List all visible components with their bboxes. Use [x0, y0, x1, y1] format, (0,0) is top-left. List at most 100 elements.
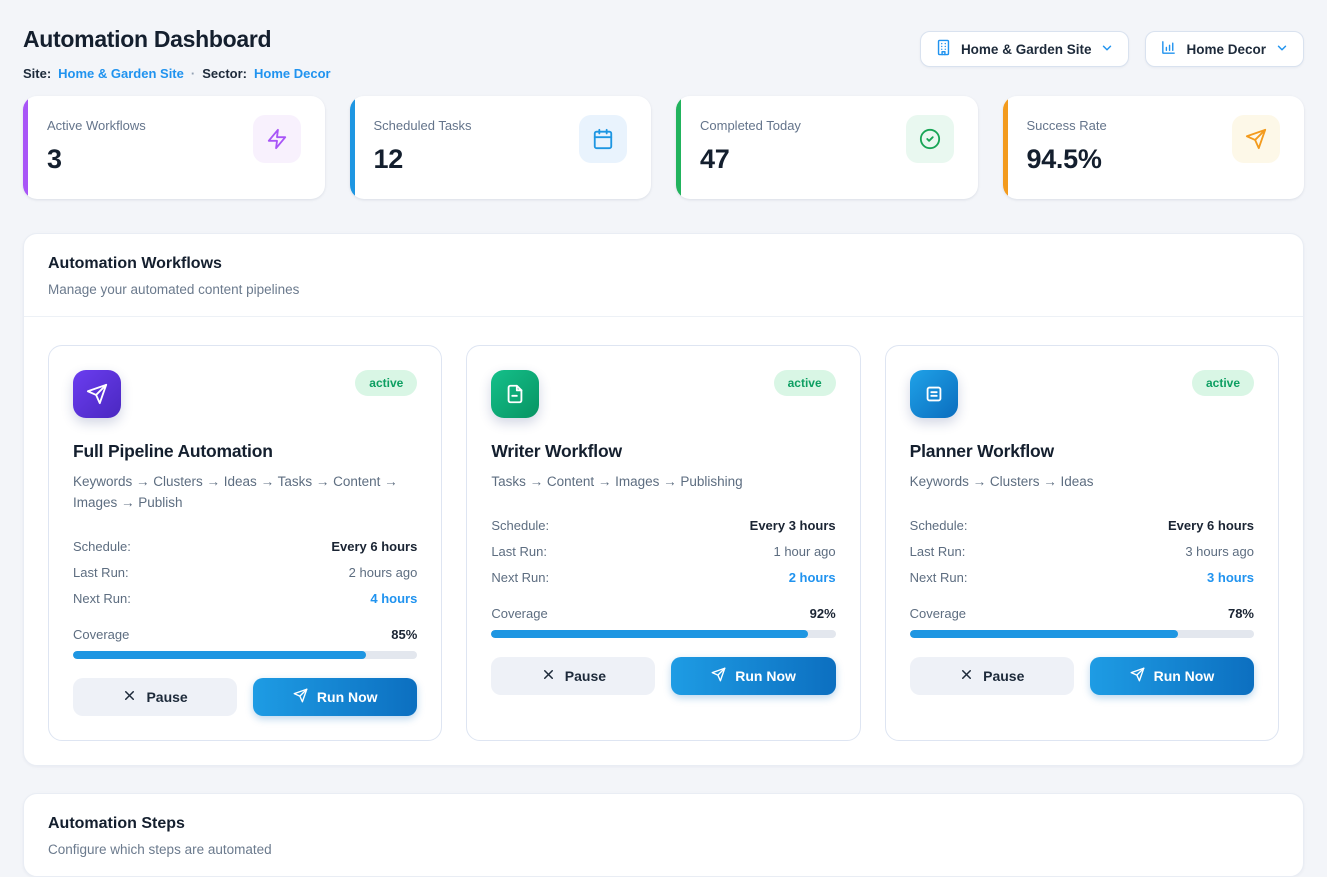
site-link[interactable]: Home & Garden Site	[58, 66, 184, 81]
workflow-buttons: Pause Run Now	[73, 677, 418, 716]
schedule-row: Schedule: Every 6 hours	[73, 539, 417, 554]
coverage-row: Coverage 78%	[910, 606, 1254, 621]
bar-chart-icon	[1160, 39, 1177, 59]
last-run-row: Last Run: 3 hours ago	[910, 544, 1254, 559]
chevron-down-icon	[1100, 41, 1114, 58]
status-badge: active	[355, 370, 418, 396]
workflows-panel-header: Automation Workflows Manage your automat…	[24, 234, 1303, 317]
run-now-button[interactable]: Run Now	[253, 677, 418, 716]
automation-steps-header: Automation Steps Configure which steps a…	[24, 794, 1303, 876]
run-now-button[interactable]: Run Now	[1089, 656, 1254, 695]
stat-text: Completed Today 47	[700, 114, 801, 181]
sector-selector-dropdown[interactable]: Home Decor	[1145, 31, 1304, 67]
workflow-card-planner: active Planner Workflow Keywords → Clust…	[884, 345, 1279, 741]
schedule-value: Every 3 hours	[749, 517, 836, 533]
calendar-icon	[579, 115, 627, 163]
send-icon	[293, 688, 308, 706]
last-run-value: 2 hours ago	[348, 564, 418, 580]
coverage-row: Coverage 85%	[73, 627, 417, 642]
pause-button[interactable]: Pause	[909, 656, 1074, 695]
schedule-label: Schedule:	[73, 538, 131, 554]
next-run-row: Next Run: 3 hours	[910, 570, 1254, 585]
workflows-panel: Automation Workflows Manage your automat…	[23, 233, 1304, 766]
workflow-title: Writer Workflow	[491, 441, 622, 461]
coverage-progress-bar	[73, 650, 418, 659]
x-icon	[541, 667, 556, 685]
site-selector-dropdown[interactable]: Home & Garden Site	[919, 31, 1130, 67]
run-now-button[interactable]: Run Now	[671, 656, 836, 695]
site-label: Site:	[23, 66, 52, 81]
next-run-value: 2 hours	[788, 569, 836, 585]
workflow-card-top: active	[73, 370, 418, 418]
coverage-label: Coverage	[909, 605, 967, 621]
workflows-panel-body: active Full Pipeline Automation Keywords…	[24, 317, 1303, 765]
stat-card-scheduled-tasks: Scheduled Tasks 12	[349, 96, 651, 199]
send-icon	[1232, 115, 1280, 163]
accent-stripe	[23, 96, 28, 199]
coverage-value: 92%	[809, 605, 836, 621]
stat-card-success-rate: Success Rate 94.5%	[1002, 96, 1304, 199]
accent-stripe	[676, 96, 681, 199]
page-title: Automation Dashboard	[23, 26, 272, 52]
schedule-value: Every 6 hours	[331, 538, 418, 554]
header-dropdowns: Home & Garden Site Home Decor	[919, 31, 1304, 67]
stat-value: 3	[47, 144, 62, 174]
stat-text: Scheduled Tasks 12	[374, 114, 472, 181]
last-run-value: 1 hour ago	[773, 543, 836, 559]
coverage-label: Coverage	[491, 605, 548, 621]
workflow-title: Planner Workflow	[909, 441, 1054, 461]
pause-button[interactable]: Pause	[73, 677, 238, 716]
workflow-title: Full Pipeline Automation	[73, 441, 273, 461]
coverage-progress-bar	[491, 629, 836, 638]
coverage-label: Coverage	[73, 626, 130, 642]
run-now-button-label: Run Now	[735, 667, 796, 684]
workflow-description: Keywords → Clusters → Ideas	[909, 474, 1094, 489]
schedule-row: Schedule: Every 6 hours	[910, 518, 1254, 533]
next-run-label: Next Run:	[491, 569, 550, 585]
workflows-panel-subtitle: Manage your automated content pipelines	[48, 282, 300, 297]
workflow-meta: Schedule: Every 3 hours Last Run: 1 hour…	[491, 507, 835, 585]
workflow-description: Keywords → Clusters → Ideas → Tasks → Co…	[73, 474, 398, 510]
coverage-progress-fill	[909, 629, 1179, 638]
coverage-progress-fill	[73, 650, 366, 659]
schedule-row: Schedule: Every 3 hours	[491, 518, 835, 533]
stat-card-completed-today: Completed Today 47	[676, 96, 978, 199]
file-text-icon	[491, 370, 540, 418]
run-now-button-label: Run Now	[316, 688, 378, 705]
automation-steps-title: Automation Steps	[48, 814, 185, 832]
check-circle-icon	[905, 115, 954, 163]
chevron-down-icon	[1275, 41, 1289, 58]
workflow-card-full-pipeline: active Full Pipeline Automation Keywords…	[48, 345, 443, 741]
send-icon	[1130, 667, 1145, 685]
send-icon	[711, 667, 726, 685]
coverage-progress-bar	[909, 629, 1254, 638]
workflow-card-top: active	[491, 370, 836, 418]
next-run-value: 3 hours	[1207, 569, 1254, 585]
workflows-panel-title: Automation Workflows	[48, 255, 222, 272]
sector-link[interactable]: Home Decor	[254, 66, 331, 81]
building-icon	[935, 39, 952, 59]
stat-label: Scheduled Tasks	[373, 118, 472, 133]
last-run-label: Last Run:	[909, 543, 966, 559]
send-icon	[73, 370, 121, 418]
accent-stripe	[1002, 96, 1008, 199]
last-run-label: Last Run:	[73, 564, 129, 580]
next-run-value: 4 hours	[370, 590, 418, 606]
workflow-buttons: Pause Run Now	[491, 656, 836, 695]
run-now-button-label: Run Now	[1153, 667, 1215, 684]
pause-button[interactable]: Pause	[491, 656, 656, 695]
workflow-card-writer: active Writer Workflow Tasks → Content →…	[466, 345, 861, 741]
sector-label: Sector:	[202, 66, 248, 81]
coverage-value: 78%	[1227, 605, 1254, 621]
last-run-row: Last Run: 2 hours ago	[73, 565, 417, 580]
coverage-value: 85%	[391, 626, 418, 642]
status-badge: active	[1191, 370, 1254, 396]
stat-value: 94.5%	[1026, 144, 1102, 174]
last-run-label: Last Run:	[491, 543, 547, 559]
workflow-description: Tasks → Content → Images → Publishing	[491, 474, 743, 489]
next-run-label: Next Run:	[909, 569, 968, 585]
x-icon	[122, 688, 137, 706]
breadcrumb: Site: Home & Garden Site · Sector: Home …	[23, 66, 331, 81]
status-badge: active	[773, 370, 836, 396]
